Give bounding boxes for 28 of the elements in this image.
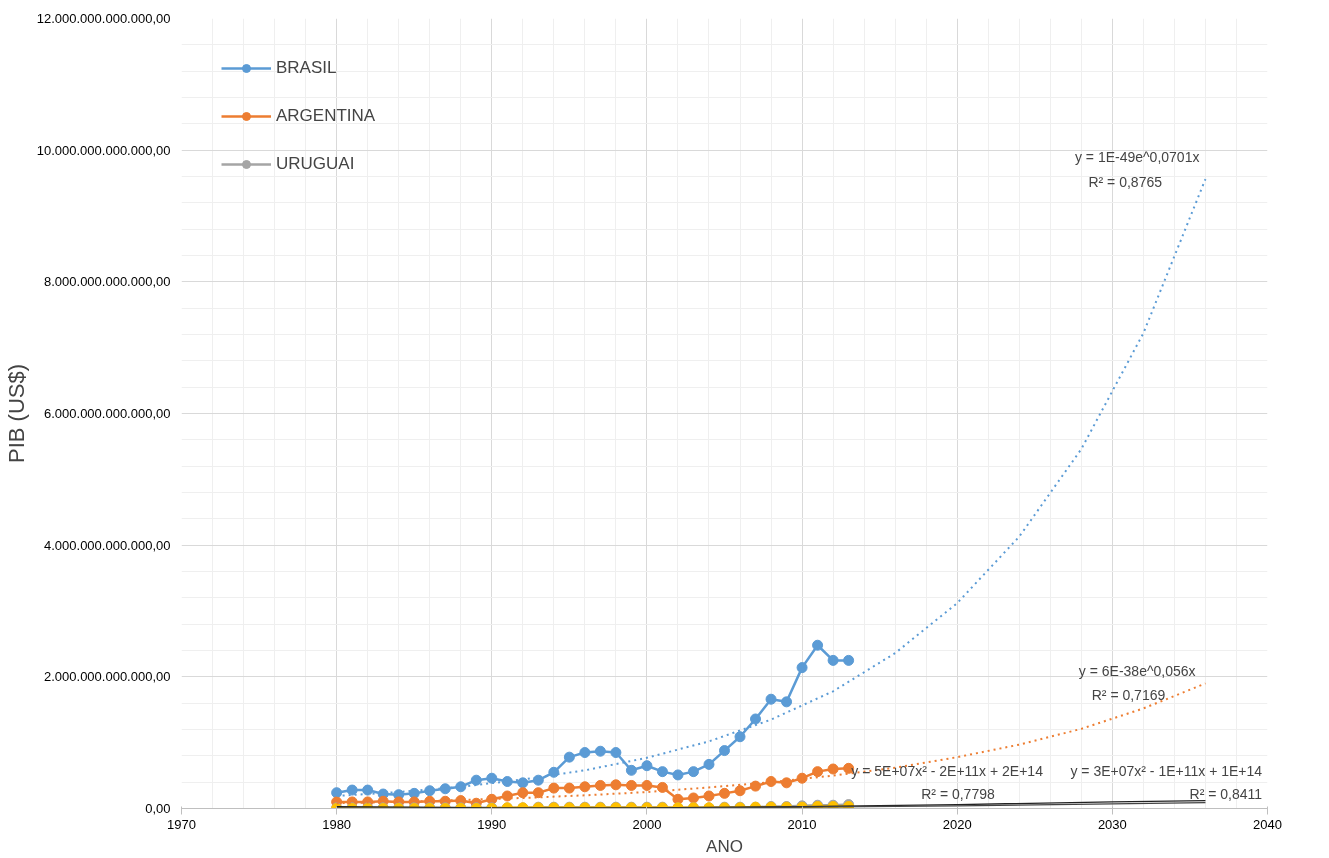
x-tick-label: 1980 [322, 816, 352, 832]
x-tick-label: 2010 [787, 816, 817, 832]
y-tick-label: 6.000.000.000.000,00 [43, 406, 171, 421]
y-tick-label: 12.000.000.000.000,00 [36, 11, 171, 26]
y-tick-label: 8.000.000.000.000,00 [43, 274, 171, 290]
y-tick-label: 4.000.000.000.000,00 [43, 537, 171, 553]
x-tick-label: 2000 [632, 816, 662, 832]
y-axis-title: PIB (US$) [3, 363, 29, 464]
legend-label: BRASIL [276, 58, 337, 78]
x-tick-label: 2040 [1253, 816, 1282, 832]
annotation: y = 6E-38e^0,056x [1078, 663, 1196, 680]
x-axis-title: ANO [706, 836, 743, 856]
x-tick-label: 2020 [942, 816, 972, 832]
legend-label: ARGENTINA [276, 106, 376, 126]
annotation: R² = 0,8411 [1189, 786, 1263, 803]
x-tick-label: 1970 [167, 816, 196, 832]
annotation: y = 3E+07x² - 1E+11x + 1E+14 [1070, 763, 1263, 780]
legend-label: URUGUAI [276, 154, 355, 174]
y-tick-label: 0,00 [145, 801, 171, 816]
annotation: R² = 0,8765 [1088, 174, 1163, 191]
y-tick-label: 10.000.000.000.000,00 [36, 142, 171, 158]
annotation: R² = 0,7169 [1091, 686, 1166, 703]
annotation: R² = 0,7798 [921, 786, 995, 803]
annotation: y = 5E+07x² - 2E+11x + 2E+14 [851, 763, 1044, 780]
x-tick-label: 2030 [1097, 816, 1127, 832]
x-tick-label: 1990 [477, 816, 507, 832]
annotation: y = 1E-49e^0,0701x [1074, 148, 1200, 165]
y-tick-label: 2.000.000.000.000,00 [43, 669, 171, 685]
